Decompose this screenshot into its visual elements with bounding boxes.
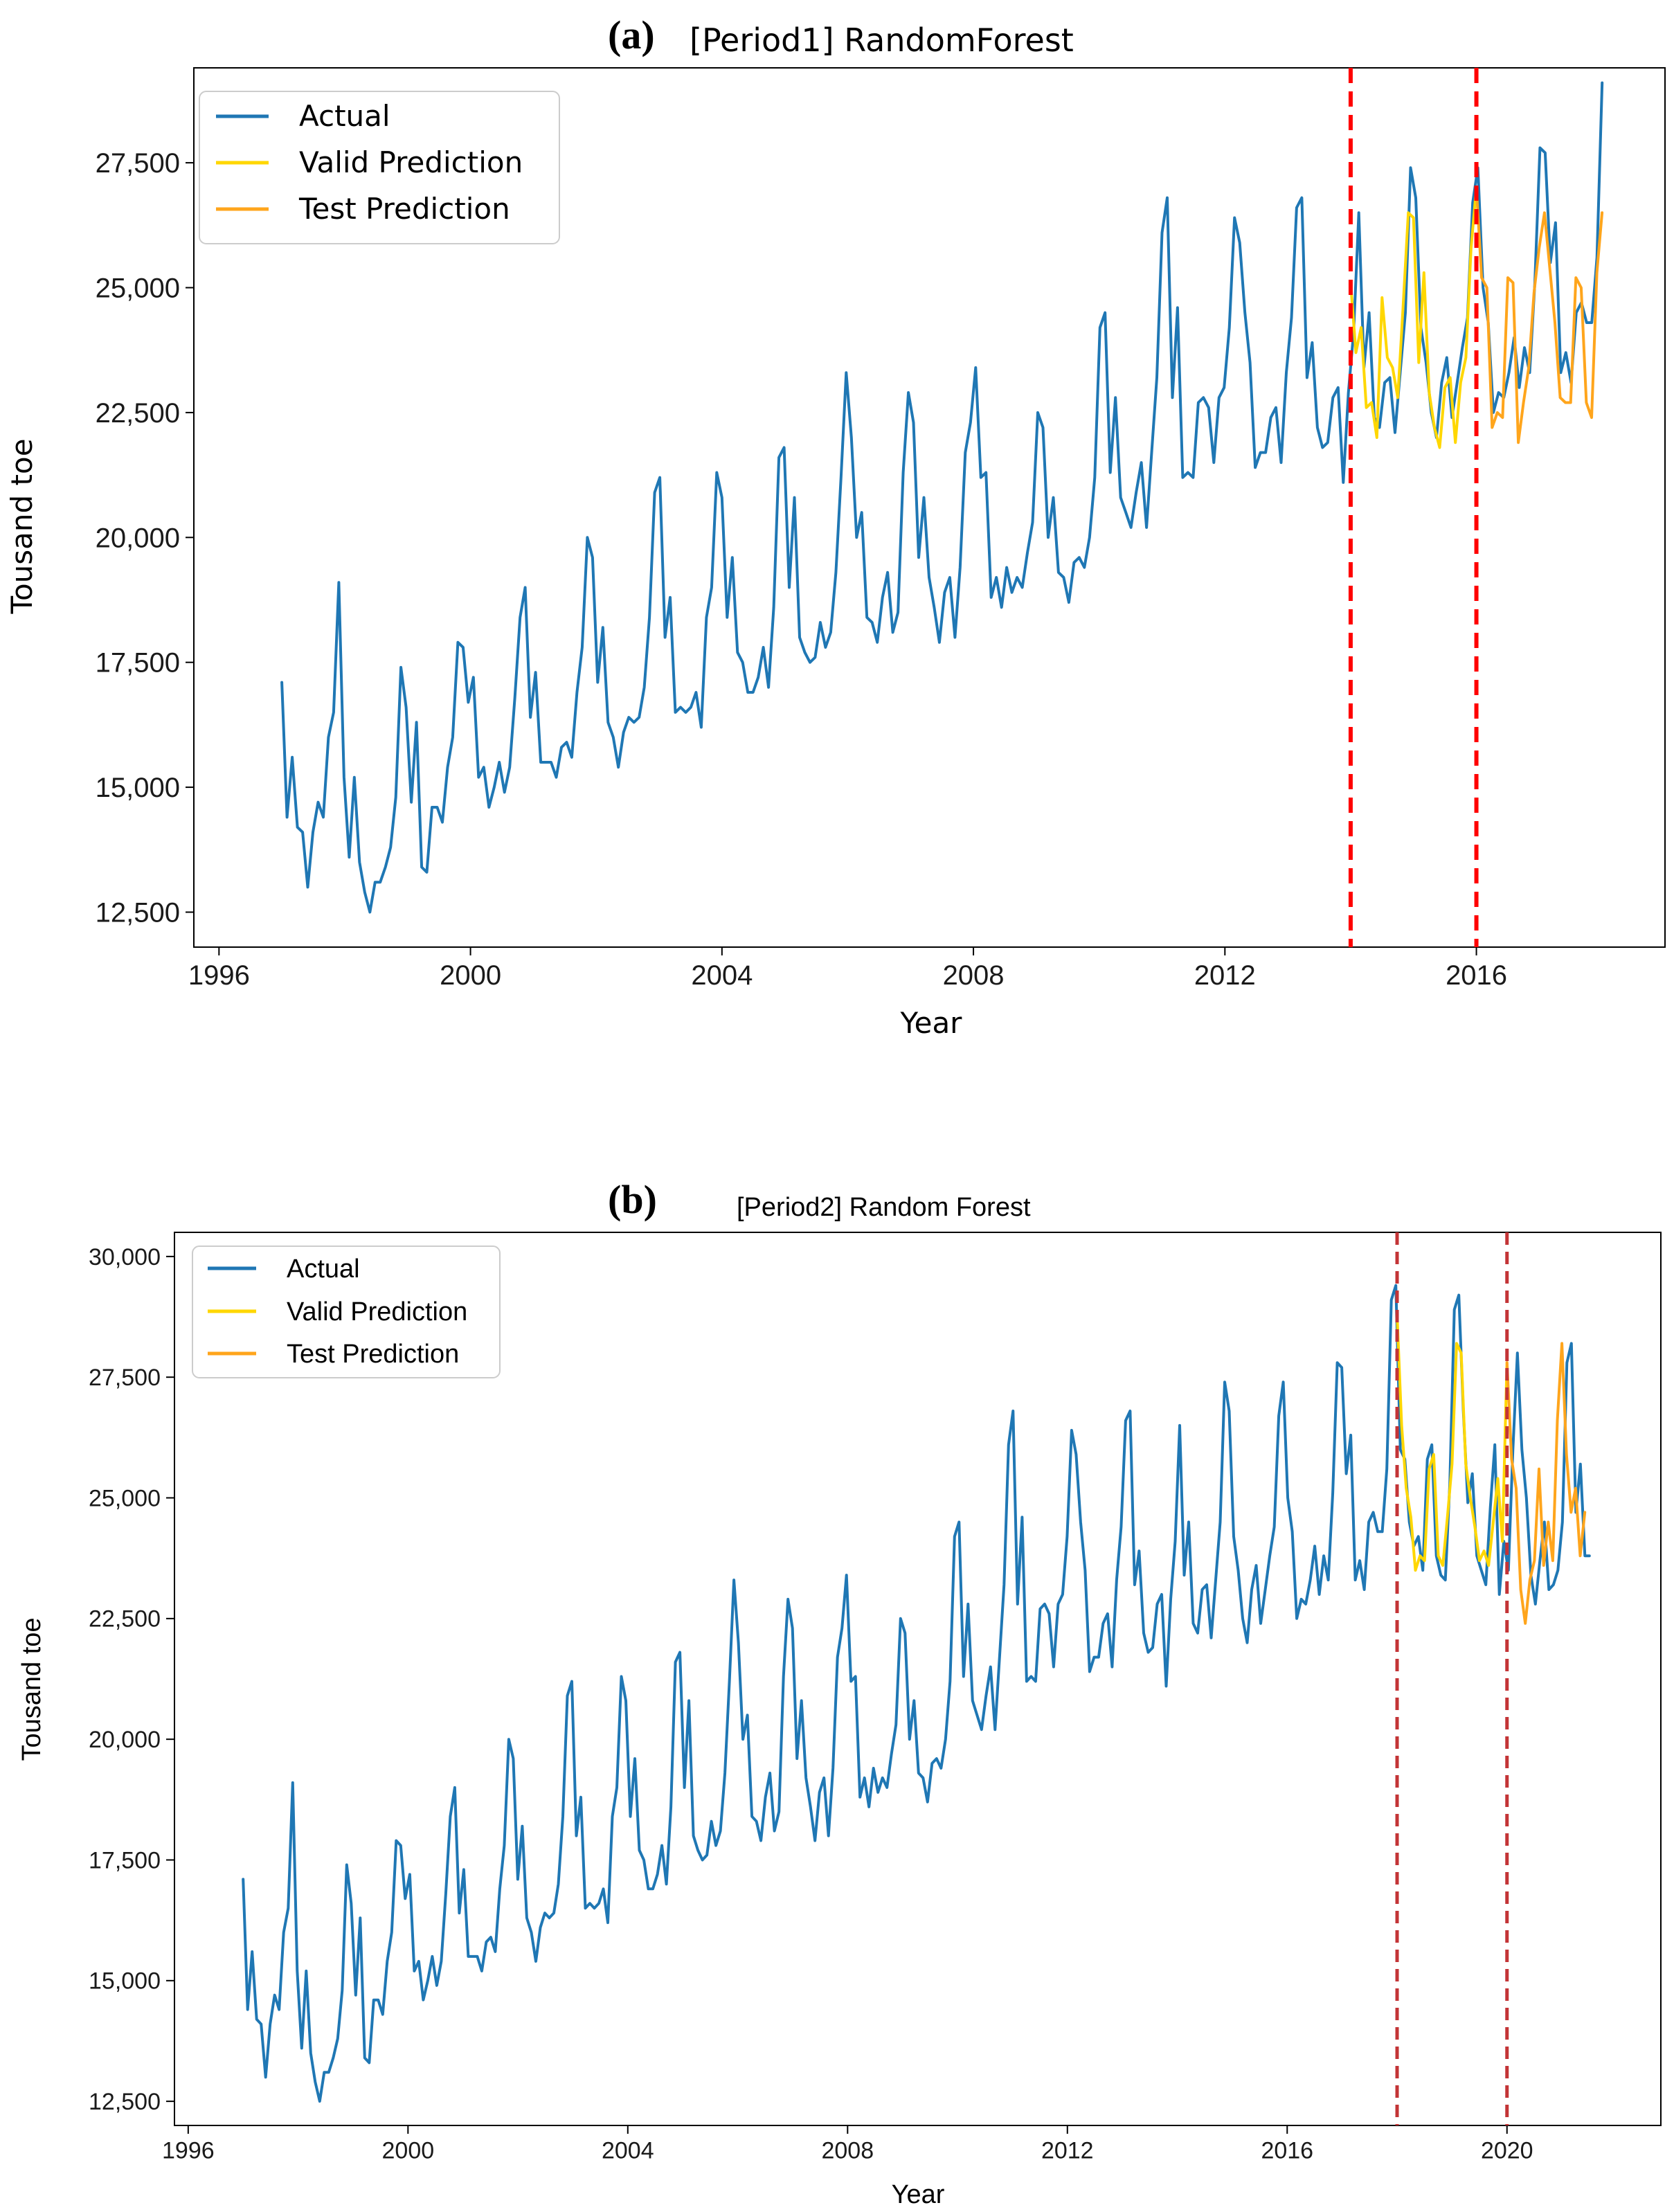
legend-b: Actual Valid Prediction Test Prediction	[192, 1246, 501, 1378]
x-tick-label: 2004	[691, 960, 753, 991]
x-tick-label: 2020	[1481, 2138, 1533, 2164]
y-tick-label: 22,500	[89, 1606, 161, 1633]
legend-box-b	[192, 1246, 501, 1378]
legend-label-valid-b: Valid Prediction	[287, 1297, 467, 1327]
legend-label-valid-a: Valid Prediction	[299, 145, 523, 179]
series-line-test-prediction	[1475, 186, 1604, 444]
panel-b-title: [Period2] Random Forest	[737, 1193, 1031, 1222]
y-tick-label: 17,500	[96, 648, 180, 678]
x-tick-label: 2000	[382, 2138, 435, 2164]
panel-a-tag: (a)	[608, 12, 655, 57]
y-tick-label: 15,000	[96, 773, 180, 803]
series-line-actual	[242, 1284, 1591, 2103]
y-tick-label: 20,000	[89, 1727, 161, 1753]
legend-label-actual-b: Actual	[287, 1255, 360, 1284]
x-axis-label-a: Year	[900, 1006, 963, 1040]
y-tick-label: 20,000	[96, 523, 180, 553]
legend-box-a	[199, 91, 560, 244]
series-line-actual	[280, 81, 1604, 914]
series-line-test-prediction	[1505, 1342, 1587, 1625]
legend-label-test-a: Test Prediction	[298, 192, 510, 226]
legend-label-actual-a: Actual	[299, 99, 390, 133]
x-tick-label: 2016	[1446, 960, 1507, 991]
chart-panel-b: (b) [Period2] Random Forest 12,500 15,000…	[17, 1177, 1662, 2209]
y-tick-label: 25,000	[96, 273, 180, 304]
series-line-valid-prediction	[1396, 1313, 1509, 1572]
y-tick-label: 25,000	[89, 1485, 161, 1511]
y-tick-label: 22,500	[96, 398, 180, 429]
x-axis-label-b: Year	[892, 2180, 945, 2209]
y-tick-label: 15,000	[89, 1968, 161, 1995]
y-tick-label: 12,500	[89, 2089, 161, 2115]
y-axis-label-a: Tousand toe	[5, 438, 39, 614]
y-tick-label: 30,000	[89, 1244, 161, 1270]
y-tick-label: 27,500	[96, 148, 180, 179]
y-axis-label-b: Tousand toe	[17, 1617, 46, 1761]
legend-label-test-b: Test Prediction	[287, 1340, 459, 1369]
x-tick-label: 2000	[440, 960, 501, 991]
panel-a-title: [Period1] RandomForest	[690, 21, 1074, 59]
x-tick-label: 2012	[1041, 2138, 1094, 2164]
y-tick-label: 17,500	[89, 1847, 161, 1873]
x-tick-label: 2012	[1194, 960, 1256, 991]
x-tick-label: 1996	[162, 2138, 215, 2164]
x-tick-label: 2016	[1261, 2138, 1313, 2164]
x-tick-label: 2004	[602, 2138, 654, 2164]
y-tick-label: 12,500	[96, 897, 180, 928]
plot-area-a	[193, 67, 1666, 948]
chart-panel-a: (a) [Period1] RandomForest 12,500 15,000 1…	[5, 12, 1666, 1040]
plot-area-b	[174, 1232, 1662, 2126]
x-tick-label: 2008	[821, 2138, 874, 2164]
y-tick-label: 27,500	[89, 1365, 161, 1391]
x-tick-label: 1996	[188, 960, 250, 991]
x-tick-label: 2008	[943, 960, 1005, 991]
legend-a: Actual Valid Prediction Test Prediction	[199, 91, 560, 244]
panel-b-tag: (b)	[608, 1177, 657, 1222]
series-line-valid-prediction	[1349, 186, 1478, 449]
